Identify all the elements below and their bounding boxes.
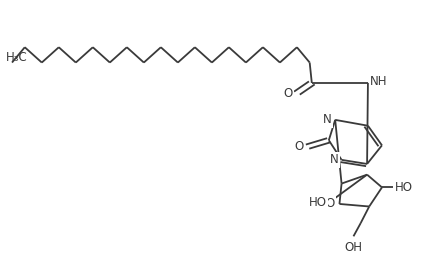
Text: O: O (325, 197, 334, 211)
Text: HO: HO (309, 196, 327, 209)
Text: HO: HO (395, 181, 413, 194)
Text: OH: OH (345, 241, 363, 254)
Text: N: N (323, 113, 332, 126)
Text: O: O (283, 87, 293, 100)
Text: O: O (294, 140, 303, 153)
Text: H₃C: H₃C (6, 51, 27, 64)
Text: NH: NH (370, 75, 388, 88)
Text: N: N (330, 153, 338, 166)
